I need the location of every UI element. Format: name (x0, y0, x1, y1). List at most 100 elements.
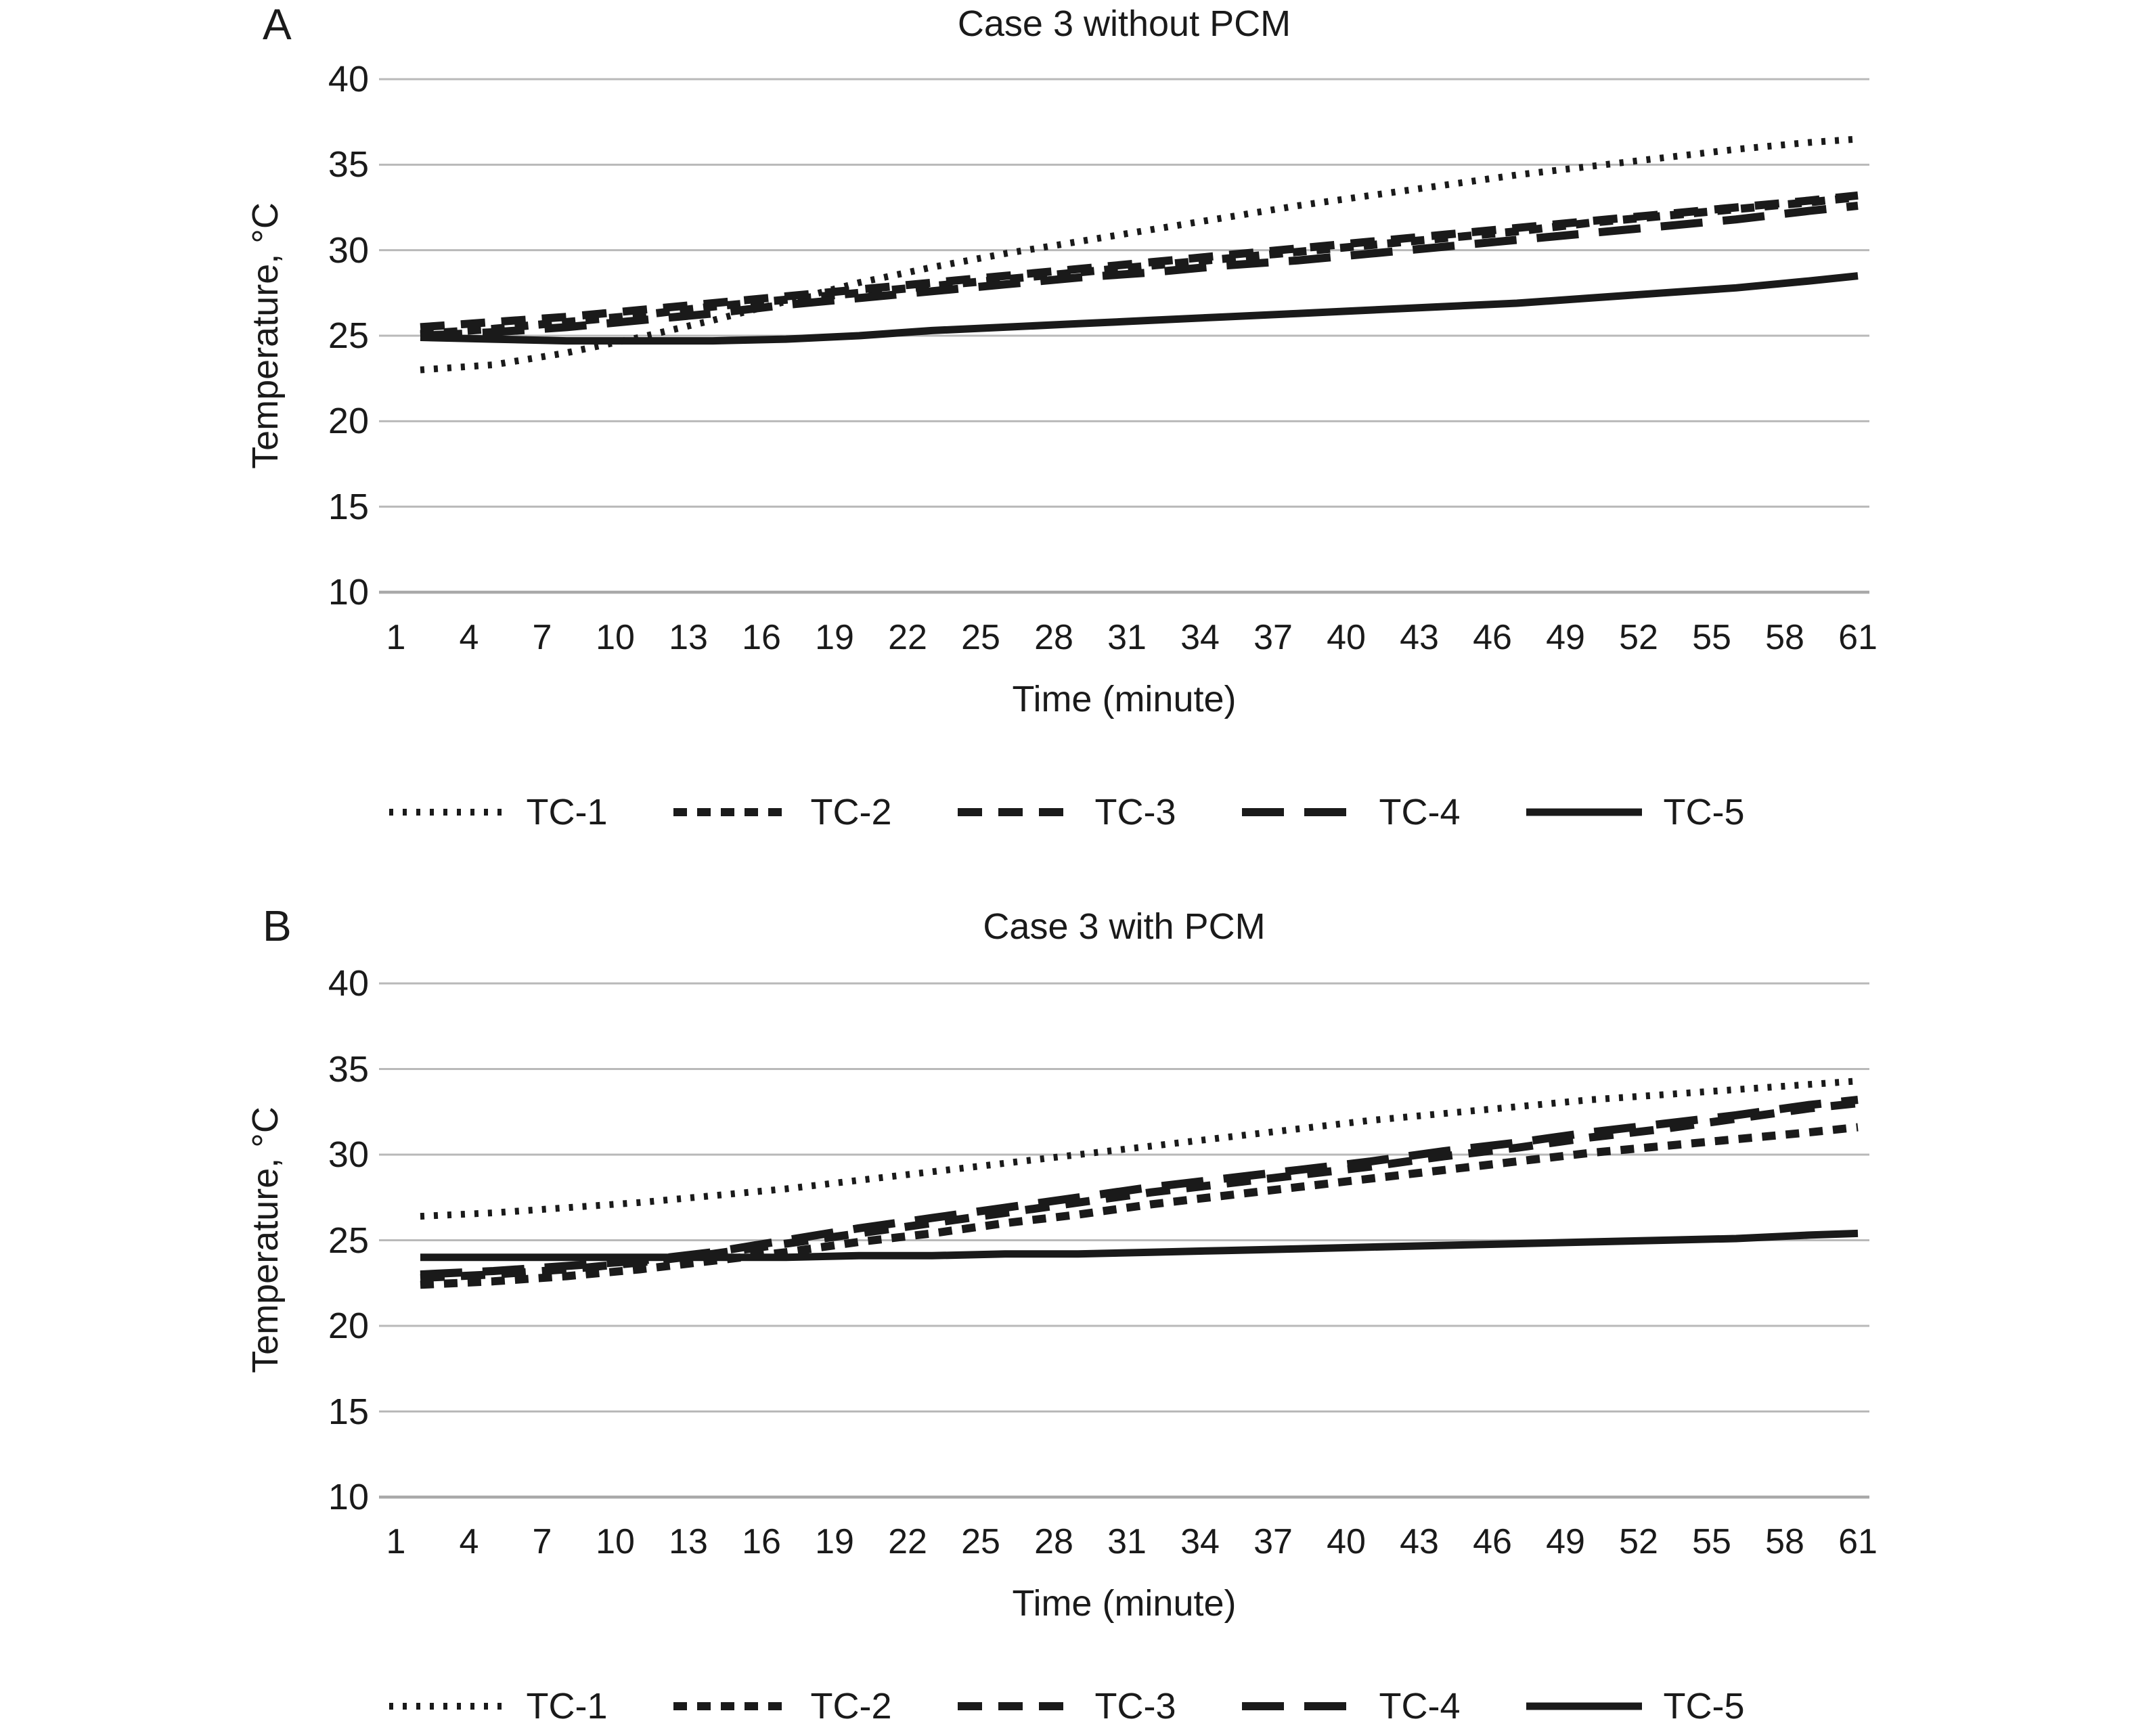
y-tick-label: 15 (328, 486, 369, 527)
legend-item-tc-4: TC-4 (1241, 1688, 1461, 1724)
y-tick-label: 30 (328, 229, 369, 271)
series-line-tc-1 (420, 1077, 1859, 1220)
legend-item-tc-3: TC-3 (956, 1688, 1176, 1724)
legend-marker-tc-4 (1241, 1702, 1358, 1710)
x-tick-label: 37 (1253, 618, 1293, 657)
x-tick-label: 28 (1034, 618, 1073, 657)
x-tick-label: 40 (1327, 1522, 1366, 1561)
y-tick-label: 35 (328, 144, 369, 185)
chart-title-b: Case 3 with PCM (983, 906, 1266, 947)
series-line-tc-5 (420, 1229, 1859, 1262)
series-line-tc-2 (420, 193, 1859, 338)
x-tick-label: 22 (888, 1522, 927, 1561)
x-tick-label: 43 (1400, 1522, 1439, 1561)
x-tick-label: 58 (1765, 1522, 1804, 1561)
x-tick-label: 55 (1692, 618, 1731, 657)
legend-item-tc-3: TC-3 (956, 794, 1176, 830)
legend-label: TC-3 (1094, 792, 1176, 832)
legend-label: TC-1 (526, 792, 608, 832)
x-tick-label: 31 (1107, 618, 1147, 657)
x-tick-label: 25 (961, 618, 1000, 657)
x-tick-label: 43 (1400, 618, 1439, 657)
x-tick-label: 46 (1473, 618, 1512, 657)
legend-item-tc-5: TC-5 (1525, 1688, 1745, 1724)
x-tick-label: 4 (459, 1522, 479, 1561)
series-line-tc-1 (420, 135, 1859, 374)
series-line-tc-5 (420, 272, 1859, 345)
x-tick-label: 58 (1765, 618, 1804, 657)
legend-label: TC-5 (1663, 1686, 1745, 1727)
x-tick-label: 7 (532, 1522, 552, 1561)
x-tick-label: 1 (386, 1522, 406, 1561)
x-tick-label: 4 (459, 618, 479, 657)
legend-item-tc-1: TC-1 (388, 794, 608, 830)
x-tick-label: 28 (1034, 1522, 1073, 1561)
x-tick-label: 46 (1473, 1522, 1512, 1561)
chart-title-a: Case 3 without PCM (957, 3, 1291, 44)
y-tick-label: 40 (328, 59, 369, 99)
x-tick-label: 49 (1546, 1522, 1585, 1561)
x-tick-label: 10 (596, 1522, 635, 1561)
legend-item-tc-4: TC-4 (1241, 794, 1461, 830)
legend-a: TC-1 TC-2 TC-3 TC-4 TC-5 (0, 788, 2132, 836)
x-tick-label: 31 (1107, 1522, 1147, 1561)
legend-label: TC-4 (1379, 792, 1461, 832)
legend-label: TC-5 (1663, 792, 1745, 832)
legend-marker-tc-5 (1526, 1702, 1642, 1710)
x-tick-label: 61 (1838, 618, 1878, 657)
series-line-tc-4 (420, 1096, 1859, 1279)
legend-marker-tc-2 (673, 808, 789, 816)
legend-item-tc-2: TC-2 (672, 794, 892, 830)
y-tick-label: 10 (328, 572, 369, 613)
x-tick-label: 37 (1253, 1522, 1293, 1561)
panel-label-b: B (263, 902, 292, 950)
x-tick-label: 13 (669, 618, 708, 657)
series-line-tc-3 (420, 191, 1859, 332)
y-tick-label: 35 (328, 1048, 369, 1090)
y-tick-label: 20 (328, 401, 369, 442)
x-tick-label: 7 (532, 618, 552, 657)
series-line-tc-4 (420, 202, 1859, 340)
x-tick-label: 19 (815, 1522, 854, 1561)
legend-item-tc-5: TC-5 (1525, 794, 1745, 830)
x-tick-label: 1 (386, 618, 406, 657)
x-tick-label: 10 (596, 618, 635, 657)
x-tick-label: 61 (1838, 1522, 1878, 1561)
legend-marker-tc-3 (957, 808, 1073, 816)
legend-marker-tc-1 (388, 1703, 505, 1710)
x-tick-label: 55 (1692, 1522, 1731, 1561)
legend-marker-tc-1 (388, 809, 505, 816)
legend-b: TC-1 TC-2 TC-3 TC-4 TC-5 (0, 1683, 2132, 1730)
y-tick-label: 15 (328, 1391, 369, 1432)
legend-item-tc-1: TC-1 (388, 1688, 608, 1724)
x-axis-title-b: Time (minute) (1012, 1583, 1237, 1624)
y-tick-label: 25 (328, 1220, 369, 1261)
y-tick-label: 10 (328, 1477, 369, 1517)
x-tick-label: 16 (742, 1522, 781, 1561)
x-tick-label: 13 (669, 1522, 708, 1561)
legend-marker-tc-3 (957, 1702, 1073, 1710)
y-tick-label: 30 (328, 1134, 369, 1175)
legend-label: TC-4 (1379, 1686, 1461, 1727)
x-tick-label: 40 (1327, 618, 1366, 657)
x-axis-title-a: Time (minute) (1012, 679, 1237, 719)
x-tick-label: 52 (1619, 1522, 1658, 1561)
x-tick-label: 49 (1546, 618, 1585, 657)
legend-label: TC-2 (810, 792, 892, 832)
x-tick-label: 25 (961, 1522, 1000, 1561)
chart-plot-a (379, 78, 1869, 594)
panel-label-a: A (263, 0, 292, 49)
legend-marker-tc-4 (1241, 808, 1358, 816)
series-line-tc-2 (420, 1123, 1859, 1289)
y-tick-label: 40 (328, 963, 369, 1004)
x-tick-label: 19 (815, 618, 854, 657)
legend-marker-tc-5 (1526, 808, 1642, 816)
y-tick-label: 20 (328, 1306, 369, 1346)
x-tick-label: 22 (888, 618, 927, 657)
legend-label: TC-1 (526, 1686, 608, 1727)
legend-item-tc-2: TC-2 (672, 1688, 892, 1724)
x-tick-label: 34 (1180, 618, 1220, 657)
x-tick-label: 16 (742, 618, 781, 657)
legend-marker-tc-2 (673, 1702, 789, 1710)
